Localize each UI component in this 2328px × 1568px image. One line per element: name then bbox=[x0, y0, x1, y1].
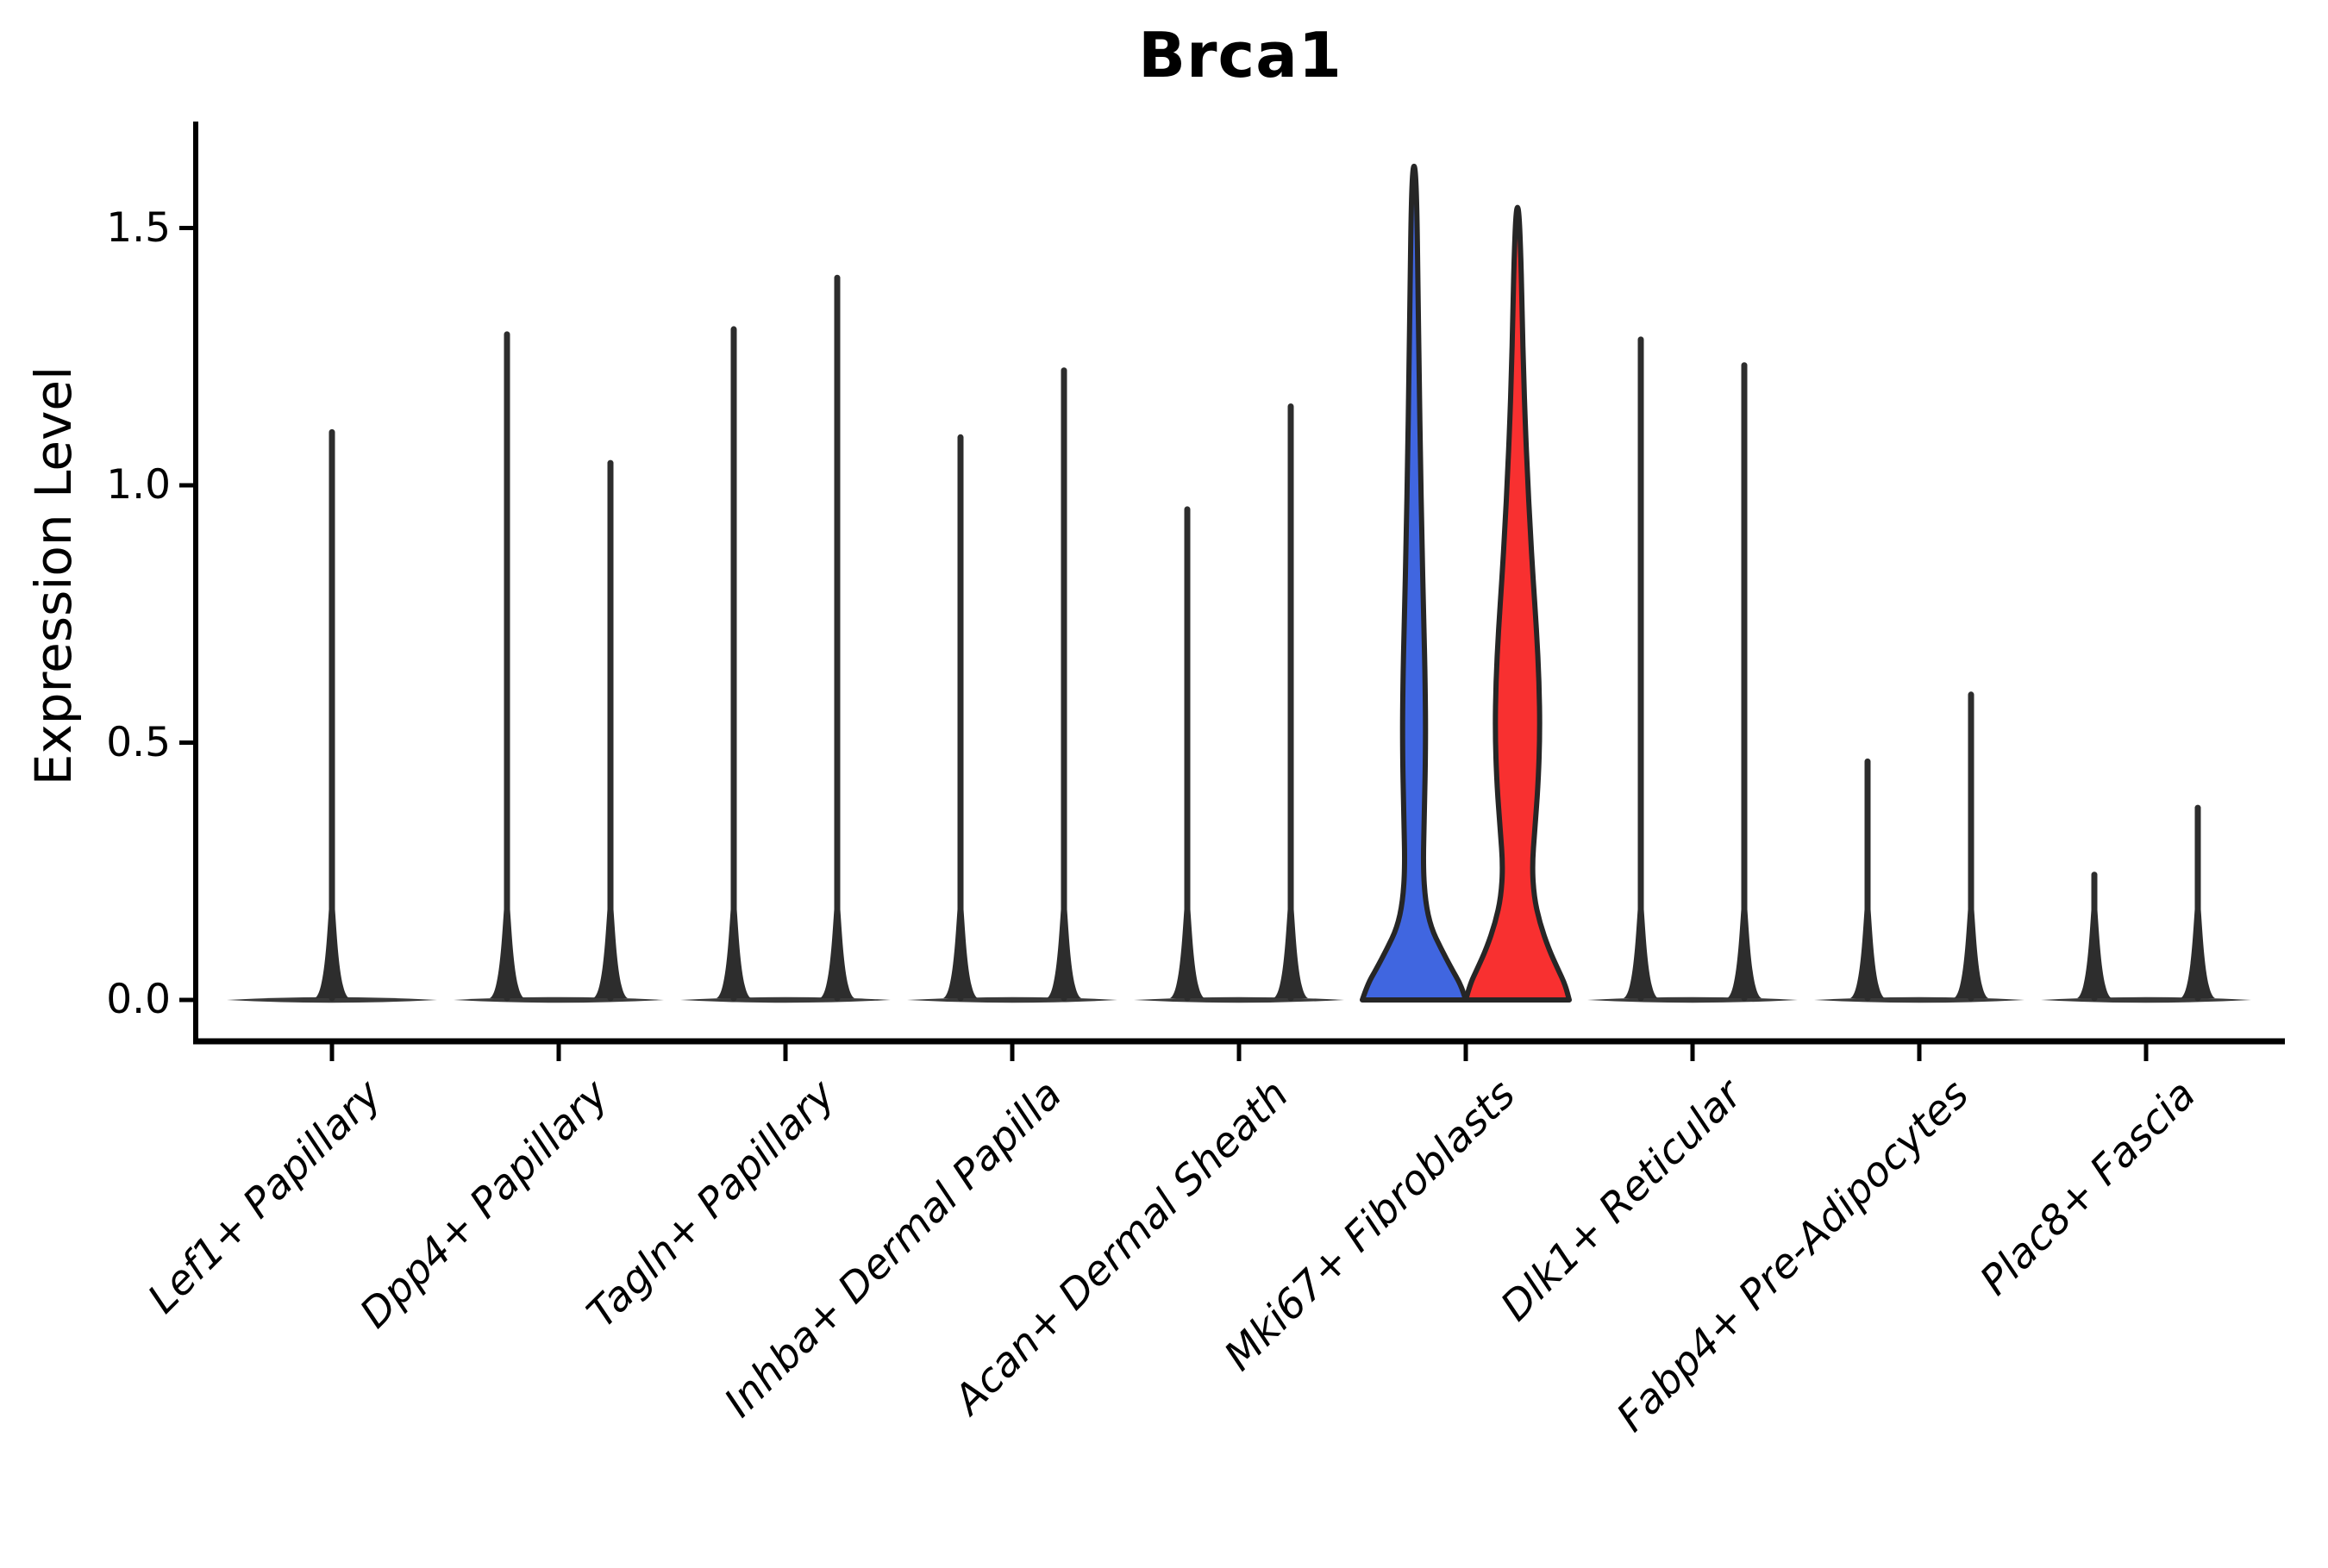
plot-title: Brca1 bbox=[1138, 19, 1342, 91]
y-tick-label: 1.5 bbox=[106, 203, 171, 252]
violin-base-lens bbox=[1134, 996, 1344, 1003]
violin-base-lens bbox=[1814, 996, 2024, 1003]
violin-filled bbox=[1360, 163, 1468, 1003]
violin-base-lens bbox=[2041, 996, 2251, 1003]
violin-base-lens bbox=[680, 996, 891, 1003]
y-tick-label: 0.5 bbox=[106, 718, 171, 766]
violin-filled bbox=[1463, 204, 1572, 1003]
y-tick-label: 1.0 bbox=[106, 461, 171, 509]
violin-base-lens bbox=[454, 996, 664, 1003]
violin-base-lens bbox=[1587, 996, 1798, 1003]
y-tick-label: 0.0 bbox=[106, 976, 171, 1023]
violin-base-lens bbox=[907, 996, 1117, 1003]
